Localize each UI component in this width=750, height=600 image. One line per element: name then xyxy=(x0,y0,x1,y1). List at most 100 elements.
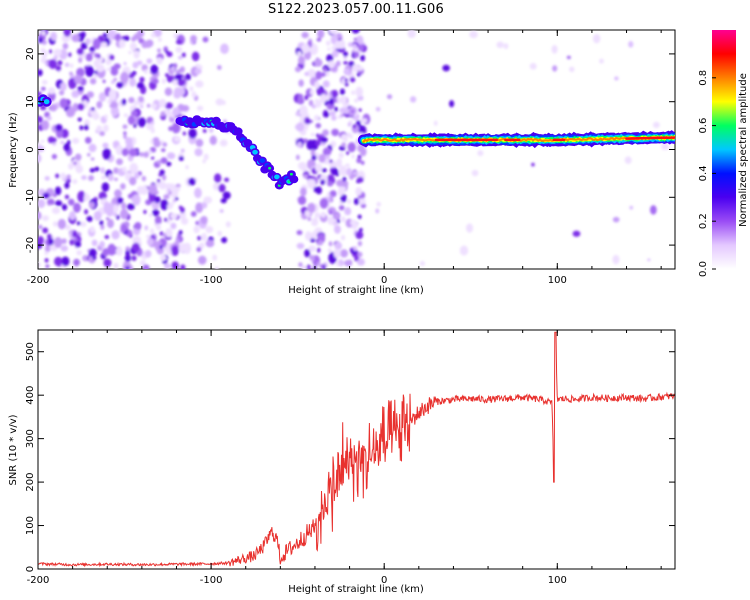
noise-blob xyxy=(361,118,368,124)
noise-blob xyxy=(195,202,204,214)
noise-blob xyxy=(353,51,360,58)
noise-blob xyxy=(66,174,71,180)
noise-blob xyxy=(344,259,353,267)
noise-blob xyxy=(307,202,316,213)
noise-blob xyxy=(177,79,186,87)
noise-blob xyxy=(322,147,332,156)
noise-blob xyxy=(360,203,367,209)
noise-blob xyxy=(219,209,224,213)
noise-blob xyxy=(150,156,155,160)
noise-blob xyxy=(107,243,116,256)
noise-blob xyxy=(551,45,558,54)
noise-blob xyxy=(295,122,305,132)
noise-blob xyxy=(121,98,127,106)
noise-blob xyxy=(133,101,138,106)
noise-blob xyxy=(41,86,46,91)
noise-blob xyxy=(614,76,619,81)
noise-blob xyxy=(220,198,227,204)
top-ytick-label: 0 xyxy=(25,146,36,152)
noise-blob xyxy=(134,221,142,230)
bottom-xtick-label: 100 xyxy=(548,575,567,586)
noise-blob xyxy=(181,105,190,112)
noise-blob xyxy=(150,32,156,38)
noise-blob xyxy=(64,224,71,231)
noise-blob xyxy=(38,154,42,163)
noise-blob xyxy=(76,48,84,56)
noise-blob xyxy=(158,181,167,190)
noise-blob xyxy=(102,148,112,160)
noise-blob xyxy=(315,140,321,146)
noise-blob xyxy=(154,196,161,204)
noise-blob xyxy=(466,223,474,233)
noise-blob xyxy=(329,30,338,35)
noise-blob xyxy=(75,153,82,161)
noise-blob xyxy=(45,264,50,269)
noise-blob xyxy=(122,124,128,130)
noise-blob xyxy=(133,123,137,128)
noise-blob xyxy=(353,98,359,103)
noise-blob xyxy=(165,189,169,194)
noise-blob xyxy=(327,216,335,226)
noise-blob xyxy=(323,67,327,72)
noise-blob xyxy=(120,71,129,84)
noise-blob xyxy=(64,182,70,189)
noise-blob xyxy=(160,199,169,211)
noise-blob xyxy=(146,238,154,246)
noise-blob xyxy=(647,258,651,262)
noise-blob xyxy=(46,116,52,121)
noise-blob xyxy=(60,172,66,180)
noise-blob xyxy=(106,67,111,72)
noise-blob xyxy=(309,254,315,261)
noise-blob xyxy=(307,217,312,221)
noise-blob xyxy=(200,215,208,225)
bottom-ytick-label: 200 xyxy=(25,473,36,492)
noise-blob xyxy=(40,48,46,52)
noise-blob xyxy=(48,237,54,246)
ridge-core xyxy=(625,136,675,140)
noise-blob xyxy=(295,111,301,117)
noise-blob xyxy=(310,149,316,156)
noise-blob xyxy=(160,111,166,117)
noise-blob xyxy=(343,61,348,65)
noise-blob xyxy=(352,124,357,129)
noise-blob xyxy=(163,194,170,200)
noise-blob xyxy=(116,158,123,166)
noise-blob xyxy=(180,264,186,269)
noise-blob xyxy=(329,159,333,163)
noise-blob xyxy=(92,255,97,260)
noise-blob xyxy=(185,165,189,170)
noise-blob xyxy=(331,50,339,58)
noise-blob xyxy=(86,152,91,157)
noise-blob xyxy=(92,38,101,50)
noise-blob xyxy=(165,50,169,54)
noise-blob xyxy=(202,159,206,164)
noise-blob xyxy=(471,169,479,177)
noise-blob xyxy=(334,225,341,234)
noise-blob xyxy=(297,56,305,65)
noise-blob xyxy=(180,148,185,153)
noise-blob xyxy=(343,51,348,57)
noise-blob xyxy=(48,49,53,54)
noise-blob xyxy=(151,78,159,84)
noise-blob xyxy=(156,179,161,183)
noise-blob xyxy=(357,66,364,71)
noise-blob xyxy=(101,182,110,192)
noise-blob xyxy=(351,154,355,159)
noise-blob xyxy=(331,128,339,137)
noise-blob xyxy=(73,202,81,213)
noise-blob xyxy=(57,218,66,230)
noise-blob xyxy=(121,148,129,157)
noise-blob xyxy=(110,105,119,117)
noise-blob xyxy=(652,121,660,129)
noise-blob xyxy=(55,200,63,207)
noise-blob xyxy=(320,72,326,77)
noise-blob xyxy=(342,176,347,182)
noise-blob xyxy=(138,96,144,103)
colorbar-tick-label: 0.8 xyxy=(698,70,709,86)
top-ylabel: Frequency (Hz) xyxy=(8,112,19,188)
noise-blob xyxy=(376,202,382,207)
noise-blob xyxy=(202,128,207,133)
noise-blob xyxy=(344,78,348,83)
noise-blob xyxy=(41,30,46,36)
noise-blob xyxy=(102,142,109,149)
